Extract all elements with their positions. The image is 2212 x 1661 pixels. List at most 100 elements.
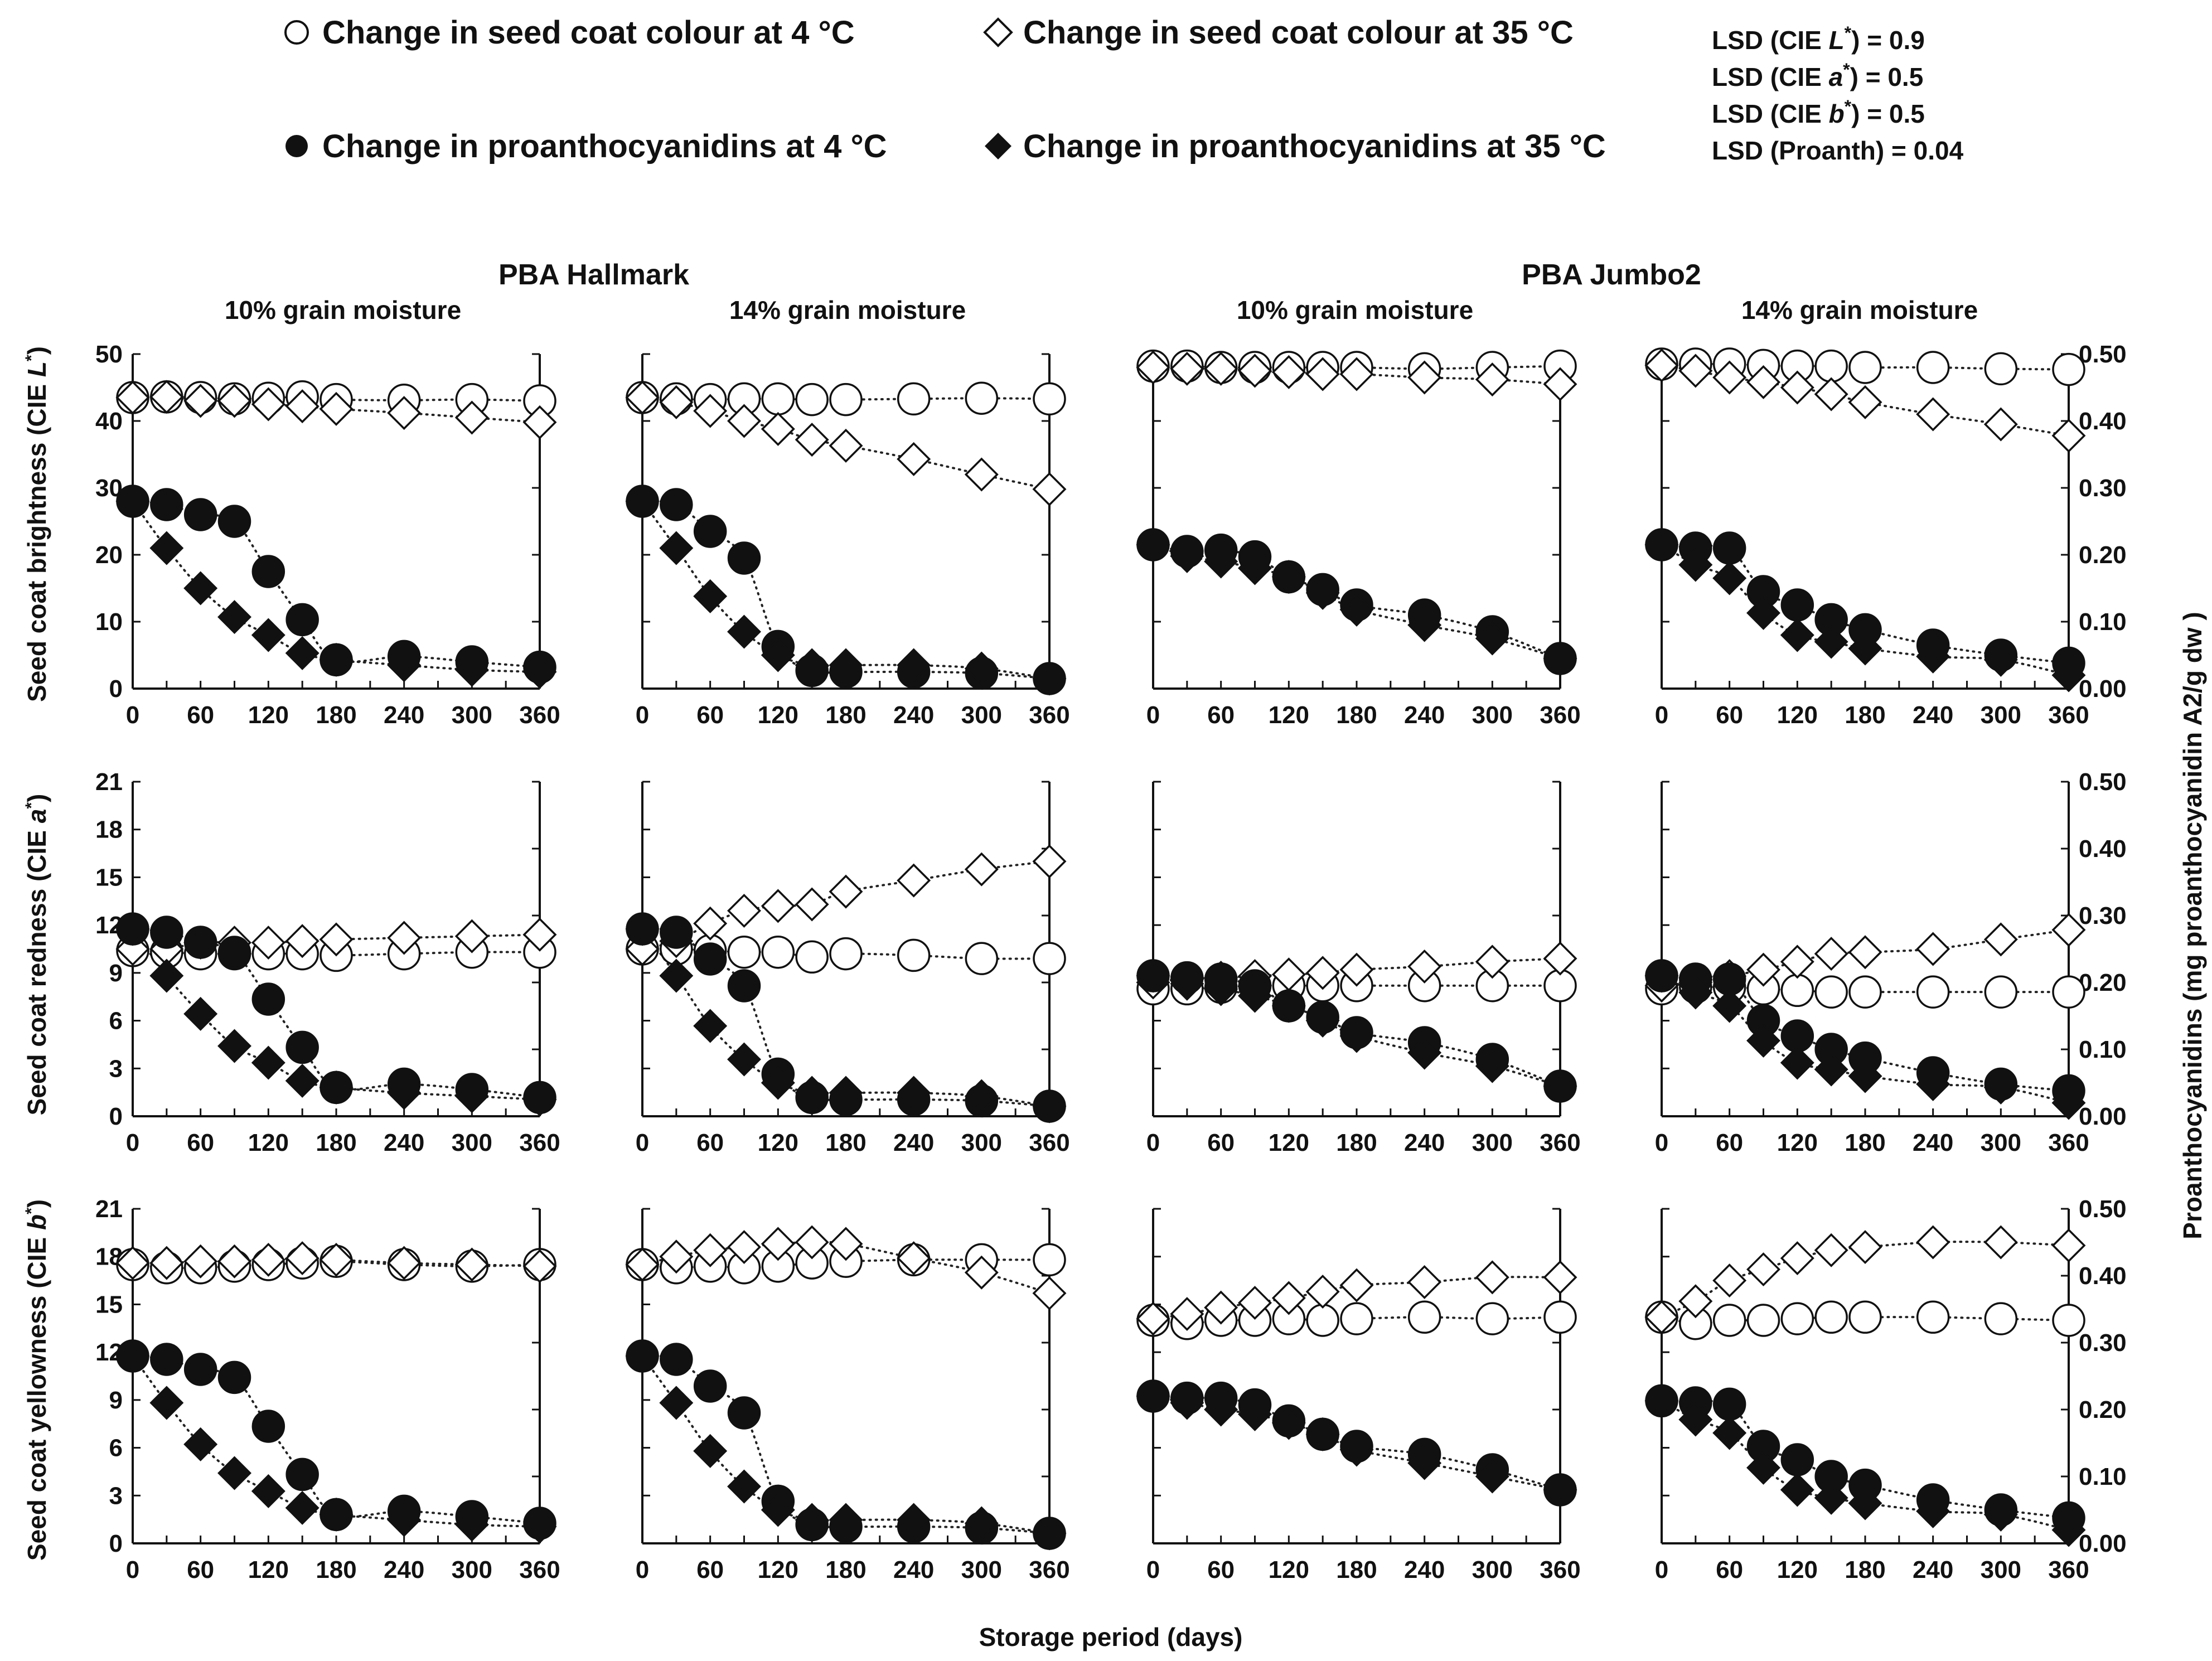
x-tick-label: 120 — [1777, 701, 1818, 729]
point-colour-35c — [829, 874, 863, 909]
x-tick-label: 0 — [1655, 1129, 1668, 1156]
point-colour-35c — [1238, 353, 1272, 388]
point-proanth-4c — [693, 515, 727, 548]
point-proanth-4c — [660, 488, 693, 521]
point-colour-35c — [2051, 913, 2086, 947]
legend-marker-filled-circle — [285, 135, 308, 157]
x-tick-label: 180 — [316, 701, 356, 729]
x-tick-label: 60 — [1207, 701, 1235, 729]
y-axis-title-row1: Seed coat brightness (CIE L*) — [22, 346, 51, 702]
y2-tick-label: 0.30 — [2079, 1329, 2127, 1357]
point-proanth-35c — [2051, 1513, 2086, 1547]
point-colour-35c — [1339, 952, 1374, 987]
point-colour-4c — [965, 942, 999, 975]
point-colour-4c — [1916, 1300, 1950, 1334]
point-proanth-35c — [149, 531, 184, 565]
point-colour-35c — [1543, 941, 1577, 976]
cultivar-title-jumbo2: PBA Jumbo2 — [1522, 259, 1701, 291]
point-proanth-35c — [319, 1070, 354, 1105]
panel-r1c2: 0 60 120 180 240 300 360 — [625, 353, 1070, 729]
point-colour-4c — [761, 935, 795, 969]
point-colour-35c — [1848, 1230, 1882, 1265]
point-colour-4c — [1780, 974, 1814, 1008]
lsd-line-b: LSD (CIE b*) = 0.5 — [1712, 96, 1925, 128]
point-colour-35c — [727, 893, 761, 928]
point-colour-4c — [829, 937, 863, 971]
point-colour-35c — [1916, 397, 1950, 432]
x-tick-label: 60 — [696, 701, 724, 729]
point-proanth-35c — [1712, 561, 1747, 595]
point-colour-35c — [1407, 949, 1442, 984]
point-proanth-4c — [183, 498, 217, 531]
point-proanth-35c — [217, 1029, 251, 1063]
point-proanth-35c — [1339, 1019, 1374, 1053]
point-colour-4c — [1306, 1304, 1339, 1337]
x-tick-label: 240 — [384, 701, 424, 729]
x-tick-label: 120 — [758, 701, 798, 729]
x-tick-label: 180 — [316, 1556, 356, 1583]
point-colour-35c — [795, 887, 829, 922]
y2-tick-label: 0.30 — [2079, 474, 2127, 502]
panel-r3c2: 0 60 120 180 240 300 360 — [625, 1208, 1070, 1583]
trend-line-proanth-35c — [641, 928, 1051, 1107]
point-colour-35c — [1983, 407, 2018, 442]
x-tick-label: 240 — [384, 1129, 424, 1156]
x-tick-label: 60 — [696, 1129, 724, 1156]
point-proanth-4c — [693, 1369, 727, 1403]
point-colour-35c — [285, 389, 320, 424]
x-tick-label: 360 — [1029, 1556, 1069, 1583]
y-tick-label: 0 — [109, 1530, 123, 1557]
x-tick-label: 240 — [893, 701, 934, 729]
point-proanth-35c — [522, 655, 557, 689]
x-tick-label: 360 — [519, 1556, 560, 1583]
point-colour-35c — [522, 405, 557, 439]
point-colour-35c — [1305, 357, 1340, 391]
moisture-label-col1: 10% grain moisture — [225, 296, 461, 325]
point-colour-4c — [1033, 382, 1066, 416]
point-proanth-35c — [625, 912, 660, 946]
x-tick-label: 360 — [2048, 1556, 2089, 1583]
y2-tick-label: 0.40 — [2079, 1262, 2127, 1290]
point-colour-4c — [1916, 351, 1950, 384]
point-proanth-4c — [251, 982, 285, 1016]
point-colour-35c — [761, 1227, 795, 1261]
point-colour-35c — [1475, 945, 1509, 979]
y-tick-label: 0 — [109, 675, 123, 703]
x-tick-label: 0 — [1655, 1556, 1668, 1583]
point-colour-35c — [115, 1246, 150, 1280]
point-colour-35c — [693, 394, 728, 428]
point-proanth-35c — [1712, 989, 1747, 1023]
point-colour-35c — [1305, 956, 1340, 990]
point-colour-35c — [829, 1227, 863, 1261]
point-proanth-35c — [1678, 1402, 1713, 1437]
point-proanth-35c — [387, 1076, 422, 1110]
point-proanth-35c — [1339, 592, 1374, 627]
point-colour-35c — [1712, 360, 1747, 395]
point-colour-35c — [1543, 367, 1577, 401]
point-colour-35c — [1814, 377, 1848, 411]
x-axis-title: Storage period (days) — [979, 1623, 1243, 1652]
axis-titles: Storage period (days) Seed coat brightne… — [22, 346, 2207, 1652]
legend: Change in seed coat colour at 4 °C Chang… — [284, 14, 1964, 165]
point-proanth-35c — [1746, 595, 1780, 630]
point-proanth-4c — [150, 1343, 183, 1376]
point-proanth-35c — [761, 1066, 795, 1100]
point-proanth-35c — [795, 1076, 829, 1110]
point-colour-35c — [1983, 1225, 2018, 1260]
x-tick-label: 0 — [636, 701, 649, 729]
point-proanth-35c — [1170, 1386, 1204, 1420]
point-proanth-35c — [1136, 1379, 1170, 1413]
point-proanth-35c — [1238, 979, 1272, 1013]
point-proanth-4c — [251, 1410, 285, 1443]
y-tick-label: 15 — [95, 1291, 123, 1318]
point-colour-35c — [1238, 1286, 1272, 1320]
y2-tick-label: 0.50 — [2079, 341, 2127, 368]
x-tick-label: 240 — [893, 1556, 934, 1583]
point-proanth-35c — [2051, 658, 2086, 693]
point-proanth-4c — [285, 1030, 319, 1064]
point-colour-35c — [693, 1233, 728, 1267]
point-proanth-35c — [693, 1009, 728, 1043]
point-proanth-35c — [522, 1082, 557, 1117]
